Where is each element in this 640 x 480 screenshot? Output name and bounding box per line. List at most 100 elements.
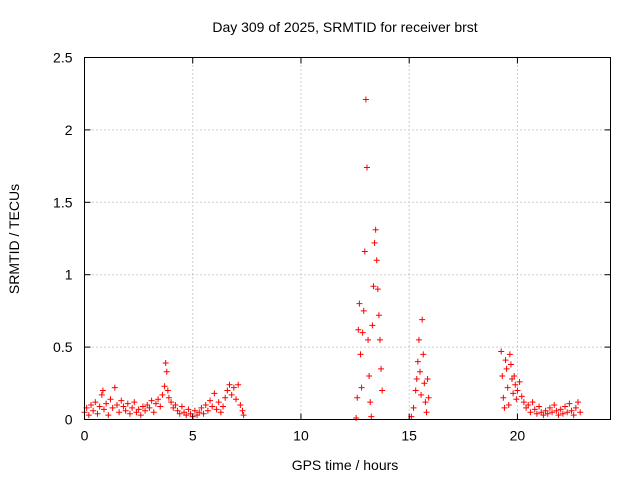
data-point	[146, 404, 153, 411]
data-point	[425, 394, 432, 401]
data-point	[505, 402, 512, 409]
data-point	[525, 402, 532, 409]
data-point	[99, 387, 106, 394]
data-point	[378, 365, 385, 372]
x-tick-label: 20	[510, 428, 526, 444]
data-point	[120, 403, 127, 410]
data-point	[162, 360, 169, 367]
data-point	[531, 406, 538, 413]
data-point	[512, 381, 519, 388]
data-point	[370, 283, 377, 290]
data-point	[549, 409, 556, 416]
data-point	[520, 399, 527, 406]
y-tick-label: 2.5	[53, 50, 73, 66]
data-point	[422, 399, 429, 406]
data-point	[568, 407, 575, 414]
x-tick-label: 0	[81, 428, 89, 444]
data-point	[510, 390, 517, 397]
data-point	[499, 373, 506, 380]
data-point	[165, 394, 172, 401]
data-point	[150, 409, 157, 416]
data-point	[414, 358, 421, 365]
data-point	[129, 404, 136, 411]
data-point	[196, 409, 203, 416]
x-tick-label: 15	[401, 428, 417, 444]
data-point	[369, 322, 376, 329]
data-point	[540, 412, 547, 419]
data-point	[536, 403, 543, 410]
data-point	[107, 396, 114, 403]
data-point	[361, 248, 368, 255]
data-point	[85, 412, 92, 419]
data-point	[362, 96, 369, 103]
data-point	[168, 399, 175, 406]
data-point	[100, 406, 107, 413]
data-point	[222, 394, 229, 401]
data-point	[98, 391, 105, 398]
data-point	[111, 384, 118, 391]
data-point	[503, 365, 510, 372]
data-point	[557, 406, 564, 413]
data-point	[373, 257, 380, 264]
data-point	[502, 357, 509, 364]
data-point	[501, 404, 508, 411]
data-point	[421, 380, 428, 387]
data-point	[559, 410, 566, 417]
data-point	[504, 384, 511, 391]
data-point	[553, 407, 560, 414]
data-point	[419, 316, 426, 323]
data-point	[413, 375, 420, 382]
grid	[84, 57, 611, 420]
data-point	[157, 403, 164, 410]
data-point	[207, 397, 214, 404]
data-point	[161, 383, 168, 390]
data-point	[544, 410, 551, 417]
data-point	[148, 397, 155, 404]
data-point	[518, 393, 525, 400]
y-tick-label: 2	[65, 122, 73, 138]
data-point	[516, 378, 523, 385]
data-point	[90, 407, 97, 414]
data-point	[418, 391, 425, 398]
data-point	[233, 396, 240, 403]
data-point	[215, 399, 222, 406]
y-tick-label: 1	[65, 267, 73, 283]
data-point	[506, 351, 513, 358]
chart-title: Day 309 of 2025, SRMTID for receiver brs…	[212, 19, 477, 35]
data-point	[113, 402, 120, 409]
data-point	[359, 329, 366, 336]
data-point	[365, 336, 372, 343]
data-point	[211, 390, 218, 397]
data-point	[94, 410, 101, 417]
data-point	[572, 404, 579, 411]
data-point	[122, 407, 129, 414]
data-point	[159, 391, 166, 398]
x-tick-label: 5	[189, 428, 197, 444]
data-point	[358, 384, 365, 391]
data-point	[139, 403, 146, 410]
data-point	[498, 348, 505, 355]
y-axis-label: SRMTID / TECUs	[6, 184, 22, 294]
data-point	[92, 399, 99, 406]
data-point	[511, 373, 518, 380]
data-point	[366, 373, 373, 380]
x-tick-label: 10	[293, 428, 309, 444]
data-point	[230, 384, 237, 391]
data-point	[368, 413, 375, 420]
data-point	[374, 286, 381, 293]
data-point	[178, 403, 185, 410]
data-point	[131, 399, 138, 406]
data-point	[126, 410, 133, 417]
data-point	[527, 409, 534, 416]
axis-ticks: 0 5 10 15 20 0 0.5 1 1.5 2 2.5	[53, 50, 611, 444]
data-point	[164, 387, 171, 394]
data-point	[103, 400, 110, 407]
data-point	[360, 307, 367, 314]
data-point	[355, 326, 362, 333]
data-point	[566, 400, 573, 407]
data-point	[240, 412, 247, 419]
data-point	[356, 300, 363, 307]
data-point	[412, 387, 419, 394]
data-point	[235, 381, 242, 388]
